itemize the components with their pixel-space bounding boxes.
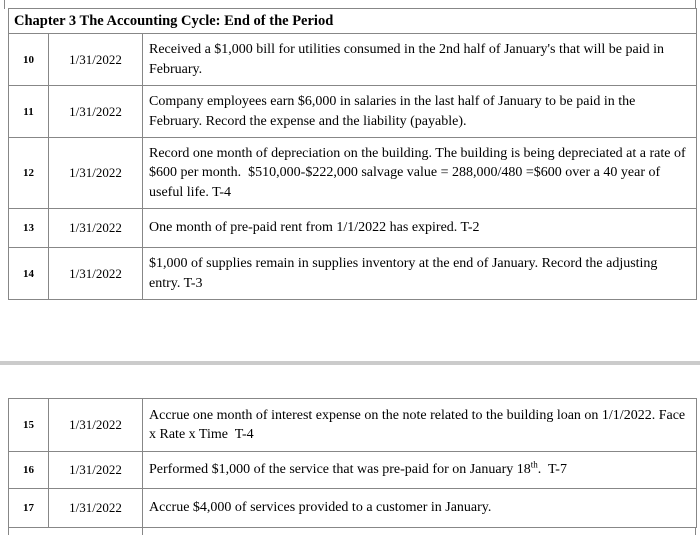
description-cell: $1,000 of supplies remain in supplies in… [142,247,697,300]
page-break-divider [0,361,700,365]
row-number-cell: 17 [8,488,49,528]
next-row-divider-fragment [142,528,143,535]
date-cell: 1/31/2022 [48,451,143,489]
description-cell: Accrue one month of interest expense on … [142,398,697,452]
description-cell: Performed $1,000 of the service that was… [142,451,697,489]
table-row: 13 1/31/2022 One month of pre-paid rent … [8,208,697,248]
table-row: 16 1/31/2022 Performed $1,000 of the ser… [8,451,697,489]
next-row-right-border-fragment [695,528,696,535]
date-cell: 1/31/2022 [48,85,143,138]
row-number-cell: 13 [8,208,49,248]
table-row: 11 1/31/2022 Company employees earn $6,0… [8,85,697,138]
row-number-cell: 14 [8,247,49,300]
date-cell: 1/31/2022 [48,208,143,248]
date-cell: 1/31/2022 [48,33,143,86]
transactions-table-lower: 15 1/31/2022 Accrue one month of interes… [8,398,697,528]
row-number-cell: 12 [8,137,49,209]
row-number-cell: 11 [8,85,49,138]
prev-table-right-border-fragment [695,0,696,9]
description-cell: One month of pre-paid rent from 1/1/2022… [142,208,697,248]
table-row: 17 1/31/2022 Accrue $4,000 of services p… [8,488,697,528]
table-row: 10 1/31/2022 Received a $1,000 bill for … [8,33,697,86]
date-cell: 1/31/2022 [48,398,143,452]
table-row: 15 1/31/2022 Accrue one month of interes… [8,398,697,452]
section-title: Chapter 3 The Accounting Cycle: End of t… [8,8,697,34]
table-row: 12 1/31/2022 Record one month of depreci… [8,137,697,209]
description-cell: Received a $1,000 bill for utilities con… [142,33,697,86]
description-cell: Record one month of depreciation on the … [142,137,697,209]
ordinal-superscript: th [530,459,538,470]
prev-table-left-border-fragment [4,0,5,9]
date-cell: 1/31/2022 [48,488,143,528]
row-number-cell: 16 [8,451,49,489]
transactions-table-upper: Chapter 3 The Accounting Cycle: End of t… [8,8,697,300]
description-cell: Accrue $4,000 of services provided to a … [142,488,697,528]
description-cell: Company employees earn $6,000 in salarie… [142,85,697,138]
date-cell: 1/31/2022 [48,247,143,300]
section-header-row: Chapter 3 The Accounting Cycle: End of t… [8,8,697,34]
description-text: Performed $1,000 of the service that was… [149,462,531,478]
next-row-left-border-fragment [8,528,9,535]
row-number-cell: 15 [8,398,49,452]
description-text: . T-7 [537,462,567,478]
table-row: 14 1/31/2022 $1,000 of supplies remain i… [8,247,697,300]
row-number-cell: 10 [8,33,49,86]
date-cell: 1/31/2022 [48,137,143,209]
